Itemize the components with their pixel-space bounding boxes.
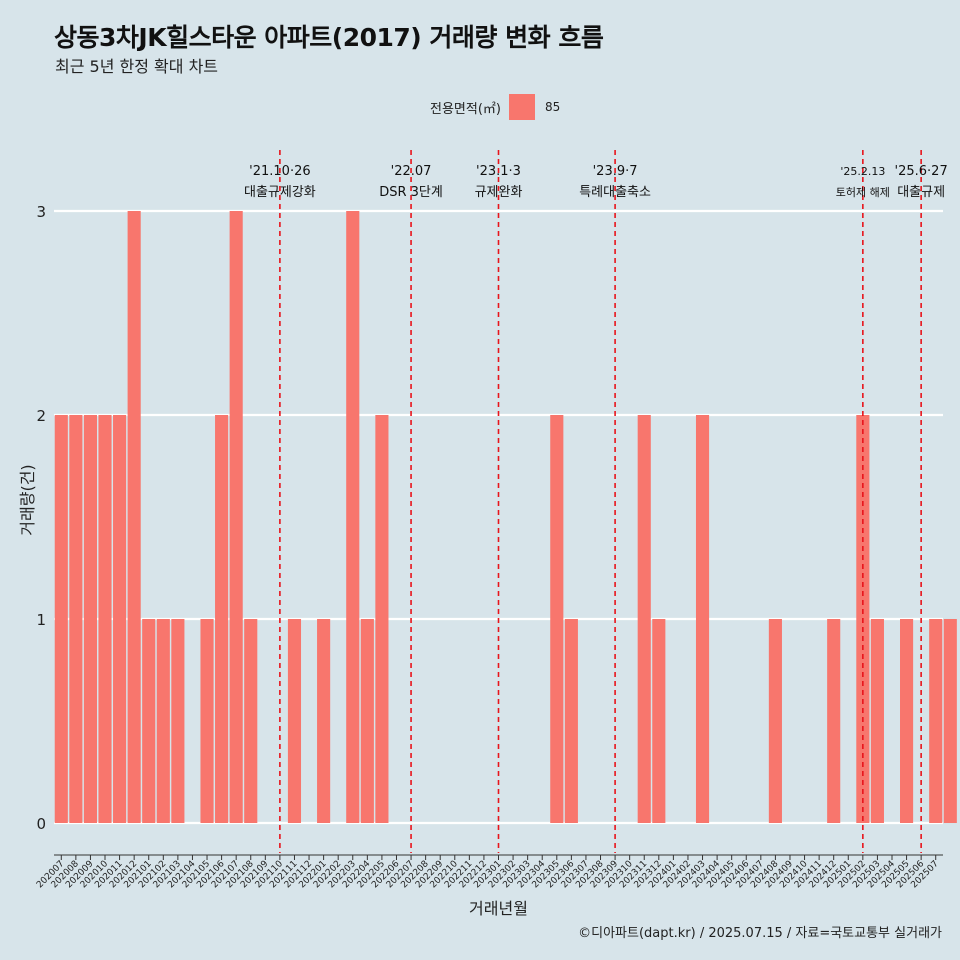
annotation-date-202506: '25.6·27 (895, 164, 948, 179)
bar-202111 (287, 619, 302, 823)
annotation-date-202110: '21.10·26 (249, 164, 310, 179)
bar-202106 (215, 415, 229, 823)
bar-202203 (346, 211, 360, 823)
bar-202103 (171, 619, 185, 823)
legend-title: 전용면적(㎡) (430, 101, 501, 117)
bar-202009 (83, 415, 97, 823)
legend-label-85: 85 (544, 100, 561, 114)
annotation-label-202110: 대출규제강화 (244, 185, 316, 200)
bar-202408 (768, 619, 782, 823)
bar-202305 (550, 415, 564, 823)
annotation-date-202207: '22.07 (391, 164, 432, 179)
bar-202105 (200, 619, 214, 823)
bar-202503 (870, 619, 884, 823)
legend-swatch-85 (508, 94, 535, 120)
bar-202205 (375, 415, 389, 823)
bar-202505 (900, 619, 914, 823)
annotation-label-202502: 토허제 해제 (836, 185, 890, 199)
annotation-label-202309: 특례대출축소 (579, 185, 651, 200)
annotation-label-202207: DSR 3단계 (379, 185, 443, 200)
bar-202311 (637, 415, 651, 823)
bar-202011 (113, 415, 127, 823)
annotation-date-202309: '23.9·7 (593, 164, 638, 179)
y-tick-label-0: 0 (36, 815, 46, 833)
bar-202101 (142, 619, 156, 823)
annotation-date-202502: '25.2.13 (840, 165, 885, 178)
bar-202507 (929, 619, 943, 823)
source-caption: ©디아파트(dapt.kr) / 2025.07.15 / 자료=국토교통부 실… (578, 926, 942, 941)
y-tick-label-2: 2 (36, 407, 46, 425)
bar-202412 (827, 619, 841, 823)
bar-202102 (156, 619, 170, 823)
annotation-label-202506: 대출규제 (897, 185, 945, 200)
y-tick-label-3: 3 (36, 203, 46, 221)
bar-202007 (54, 415, 68, 823)
y-axis-title: 거래량(건) (18, 464, 37, 535)
bar-202204 (360, 619, 374, 823)
bar-202012 (127, 211, 141, 823)
y-tick-label-1: 1 (36, 611, 46, 629)
bar-202010 (98, 415, 112, 823)
bar-202008 (69, 415, 83, 823)
bar-undefined (943, 619, 957, 823)
annotation-label-202301: 규제완화 (475, 185, 523, 200)
bar-202306 (564, 619, 578, 823)
bar-202403 (695, 415, 710, 823)
annotation-date-202301: '23.1·3 (476, 164, 521, 179)
bar-202108 (244, 619, 258, 823)
bar-202312 (652, 619, 666, 823)
chart-title: 상동3차JK힐스타운 아파트(2017) 거래량 변화 흐름 (54, 23, 604, 52)
legend: 전용면적(㎡) 85 (430, 94, 560, 120)
bar-202107 (229, 211, 243, 823)
x-axis-title: 거래년월 (469, 899, 528, 918)
chart-subtitle: 최근 5년 한정 확대 차트 (55, 57, 219, 76)
bar-202201 (317, 619, 331, 823)
